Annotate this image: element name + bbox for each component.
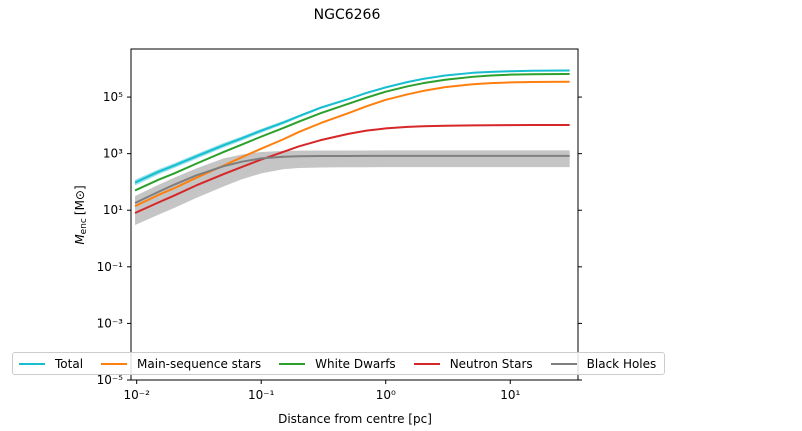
y-tick-label-4: 10³ xyxy=(103,147,123,161)
legend-label-2: White Dwarfs xyxy=(315,356,396,371)
series-line-3 xyxy=(134,124,570,214)
legend: Total Main-sequence stars White Dwarfs Neut… xyxy=(12,352,666,375)
y-label-subscript: enc xyxy=(79,218,89,234)
series-line-0 xyxy=(134,69,570,184)
plot-frame xyxy=(130,48,579,381)
legend-label-4: Black Holes xyxy=(586,356,657,371)
x-tick-label-1: 10⁻¹ xyxy=(248,388,275,402)
legend-swatch-2 xyxy=(279,362,306,365)
legend-swatch-1 xyxy=(101,362,128,365)
series-band-4 xyxy=(135,150,570,226)
x-axis-label: Distance from centre [pc] xyxy=(278,412,432,426)
y-label-unit: [M⊙] xyxy=(73,185,87,215)
series-line-4 xyxy=(134,154,570,204)
legend-label-0: Total xyxy=(55,356,84,371)
plot-area xyxy=(134,69,570,226)
legend-swatch-0 xyxy=(19,362,45,365)
legend-swatch-4 xyxy=(550,362,577,365)
x-tick-label-0: 10⁻² xyxy=(123,388,150,402)
legend-label-3: Neutron Stars xyxy=(449,356,533,371)
y-tick-label-5: 10⁵ xyxy=(103,90,123,104)
legend-swatch-3 xyxy=(413,362,440,365)
legend-item-1: Main-sequence stars xyxy=(101,357,261,371)
series-line-2 xyxy=(134,72,570,192)
y-tick-label-1: 10⁻³ xyxy=(97,316,124,330)
legend-item-3: Neutron Stars xyxy=(413,356,533,371)
y-tick-label-3: 10¹ xyxy=(103,203,123,217)
x-tick-label-2: 10⁰ xyxy=(376,388,396,402)
legend-label-1: Main-sequence stars xyxy=(137,356,262,371)
x-tick-label-3: 10¹ xyxy=(500,388,520,402)
y-tick-label-2: 10⁻¹ xyxy=(97,260,124,274)
axis-ticks: 10⁻² 10⁻¹ 10⁰ 10¹ 10⁻⁵ 10⁻³ 10⁻¹ 10¹ 10³ 10⁵ xyxy=(97,90,582,402)
legend-item-4: Black Holes xyxy=(550,356,657,371)
y-label-main: M xyxy=(73,234,87,245)
y-axis-label: Menc [M⊙] xyxy=(73,185,89,244)
legend-item-2: White Dwarfs xyxy=(279,357,396,371)
y-tick-label-0: 10⁻⁵ xyxy=(97,373,124,387)
chart-title: NGC6266 xyxy=(314,7,381,23)
legend-item-0: Total xyxy=(19,357,83,371)
